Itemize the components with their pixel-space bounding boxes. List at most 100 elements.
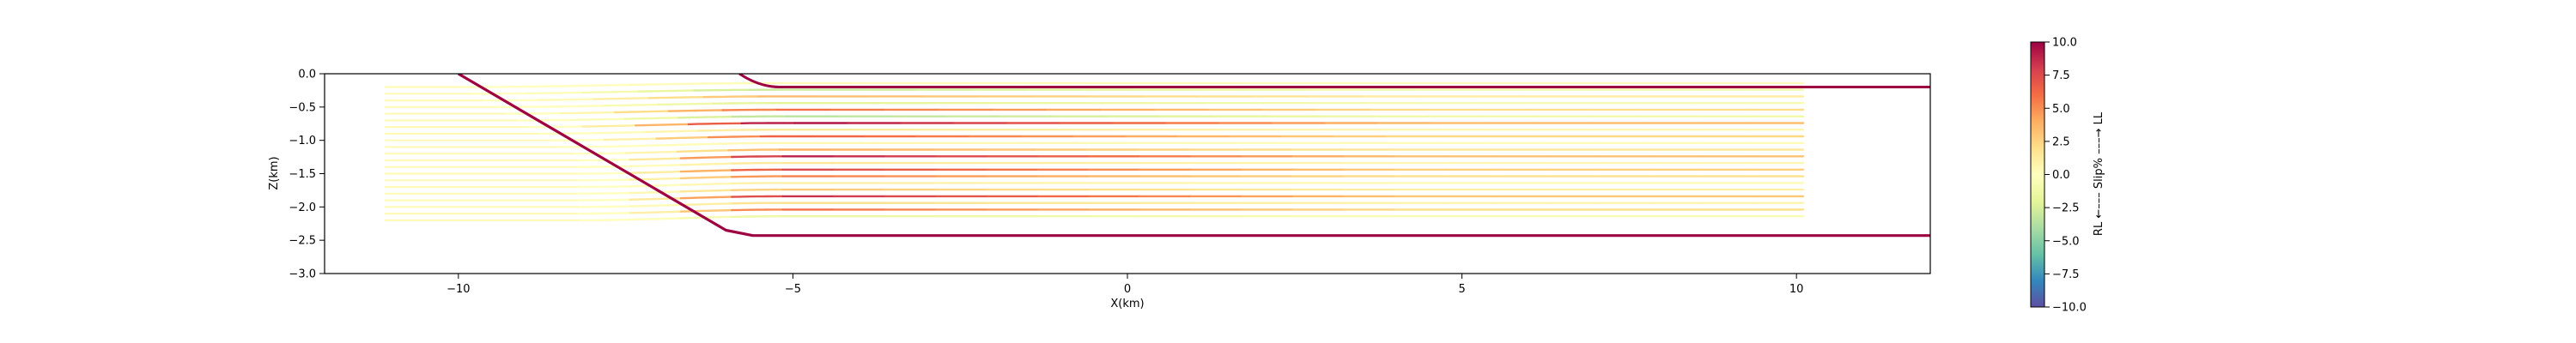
layer-line-segment — [629, 210, 683, 214]
x-tick-label: −10 — [447, 283, 470, 296]
layer-line-segment — [592, 130, 647, 135]
layer-line-segment — [679, 162, 733, 166]
layer-line-segment — [628, 82, 686, 87]
layer-line-segment — [647, 96, 705, 99]
x-axis-label: X(km) — [1110, 298, 1144, 310]
layer-line-segment — [574, 152, 628, 155]
layer-line-segment — [702, 95, 760, 99]
layer-line-segment — [577, 198, 631, 202]
plot-area — [324, 73, 1931, 274]
y-tick-label: 0.0 — [298, 69, 316, 81]
layer-line-segment — [603, 137, 658, 141]
layer-line-segment — [712, 102, 769, 105]
x-tick-label: −5 — [785, 283, 801, 296]
layer-line-segment — [629, 203, 683, 208]
y-axis-ticks: 0.0 −0.5 −1.0 −1.5 −2.0 −2.5 −3.0 — [289, 69, 325, 281]
layer-line-segment — [625, 150, 678, 154]
layer-line-segment — [614, 144, 668, 147]
layer-line-segment — [517, 118, 573, 122]
layer-line-segment — [539, 132, 595, 135]
layer-line-segment — [731, 202, 784, 205]
colorbar-ticks: 10.0 7.5 5.0 2.5 0.0 −2.5 −5.0 −7.5 −10.0 — [2044, 37, 2087, 315]
layer-line-segment — [708, 135, 762, 139]
layer-line-segment — [577, 165, 631, 168]
y-tick-label: −1.5 — [289, 168, 316, 181]
colorbar-tick-label: −2.5 — [2052, 202, 2080, 215]
layer-line-segment — [731, 161, 784, 165]
layer-line-segment — [623, 117, 680, 120]
layer-line-segment — [577, 191, 631, 195]
layer-line-segment — [731, 175, 784, 178]
layer-line-segment — [570, 117, 627, 122]
colorbar-tick-label: 2.5 — [2052, 135, 2070, 148]
layer-line-segment — [731, 208, 784, 212]
layer-line-segment — [577, 172, 631, 175]
layer-line-segment — [665, 142, 720, 147]
layer-line-segment — [658, 102, 714, 106]
layer-line-segment — [679, 176, 733, 180]
layer-line-segment — [629, 170, 683, 174]
colorbar-tick-label: 5.0 — [2052, 103, 2070, 116]
layer-line-segment — [581, 124, 637, 128]
layer-line-segment — [505, 111, 562, 115]
x-tick-label: 10 — [1789, 283, 1804, 296]
layer-line-segment — [577, 212, 631, 215]
x-tick-label: 0 — [1124, 283, 1131, 296]
colorbar-tick-label: 0.0 — [2052, 169, 2070, 182]
layer-line-segment — [679, 208, 733, 213]
layer-line-segment — [629, 157, 683, 161]
colorbar-label: RL ←––– Slip% –––→ LL — [2093, 111, 2105, 236]
layer-line-segment — [731, 168, 784, 172]
colorbar-tick-label: −10.0 — [2052, 302, 2087, 315]
layer-line-segment — [693, 88, 751, 92]
layer-line-segment — [717, 141, 772, 145]
layer-line-segment — [637, 89, 696, 93]
y-tick-label: −0.5 — [289, 101, 316, 114]
layer-line-segment — [629, 217, 683, 221]
colorbar-tick-label: −5.0 — [2052, 235, 2080, 248]
layer-line-segment — [676, 149, 730, 153]
layer-line-segment — [635, 123, 690, 127]
layer-line-segment — [679, 196, 733, 200]
layer-line-segment — [697, 129, 752, 132]
layer-line-segment — [528, 125, 584, 129]
layer-line-segment — [613, 110, 670, 114]
y-tick-label: −3.0 — [289, 268, 316, 281]
y-tick-label: −2.5 — [289, 235, 316, 248]
layer-line-segment — [731, 182, 784, 185]
layer-line-segment — [683, 81, 742, 86]
layer-line-segment — [721, 108, 778, 111]
layer-line-segment — [515, 85, 574, 88]
y-tick-label: −2.0 — [289, 202, 316, 214]
surface-fault-line — [738, 74, 1930, 88]
layer-line-segment — [679, 189, 733, 193]
x-tick-label: 5 — [1458, 283, 1465, 296]
main-fault-line — [457, 74, 1930, 238]
layer-line-segment — [572, 83, 630, 87]
layer-line-segment — [550, 138, 605, 141]
layer-line-segment — [629, 190, 683, 195]
layer-line-segment — [538, 98, 595, 101]
layer-line-segment — [731, 215, 784, 219]
layer-line-segment — [629, 184, 683, 188]
layer-line-segment — [679, 169, 733, 173]
colorbar-tick-label: −7.5 — [2052, 268, 2080, 281]
layer-line-segment — [483, 99, 540, 102]
layer-line-segment — [582, 90, 641, 94]
layer-line-segment — [577, 178, 631, 182]
y-axis-label: Z(km) — [268, 156, 281, 190]
layer-line-segment — [679, 182, 733, 186]
layer-line-segment — [731, 195, 784, 198]
x-axis-ticks: −10 −5 0 5 10 — [447, 274, 1803, 296]
colorbar: 10.0 7.5 5.0 2.5 0.0 −2.5 −5.0 −7.5 −10.0 RL ←––… — [2030, 37, 2105, 315]
layer-line-segment — [577, 205, 631, 208]
colorbar-tick-label: 7.5 — [2052, 69, 2070, 82]
layer-lines — [385, 81, 1805, 222]
layer-line-segment — [549, 105, 605, 108]
fault-lines — [457, 74, 1930, 238]
layer-line-segment — [629, 164, 683, 168]
layer-line-segment — [577, 185, 631, 189]
layer-line-segment — [645, 129, 700, 134]
layer-line-segment — [679, 202, 733, 207]
